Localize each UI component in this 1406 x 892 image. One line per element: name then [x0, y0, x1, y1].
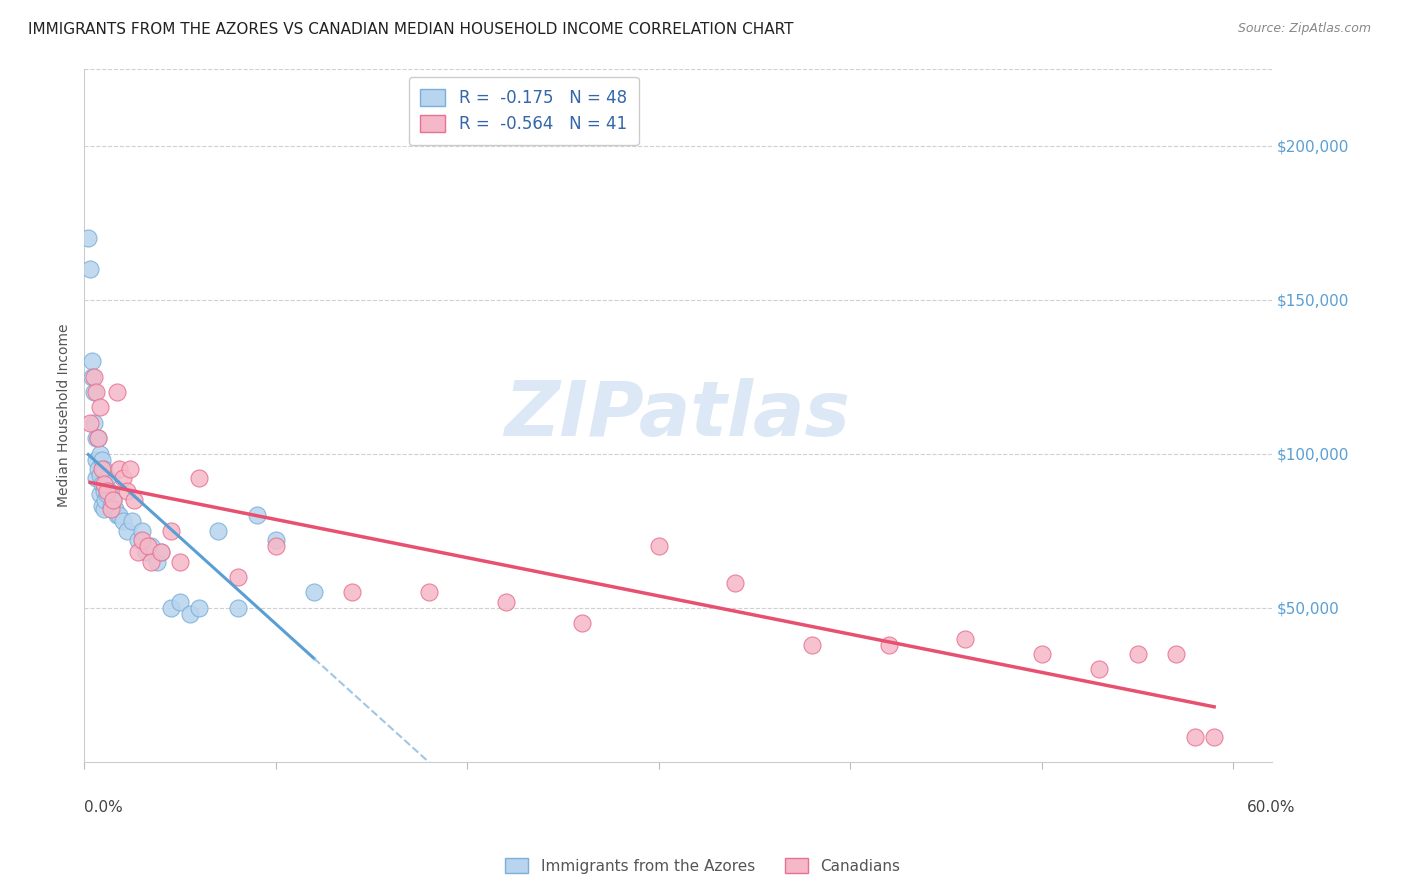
Point	[1164, 647, 1187, 661]
Point	[877, 638, 900, 652]
Point	[100, 502, 122, 516]
Point	[131, 533, 153, 547]
Point	[1031, 647, 1053, 661]
Y-axis label: Median Household Income: Median Household Income	[58, 324, 72, 507]
Point	[87, 431, 110, 445]
Point	[342, 585, 364, 599]
Point	[96, 483, 118, 498]
Point	[89, 401, 111, 415]
Point	[226, 600, 249, 615]
Point	[108, 508, 131, 523]
Point	[115, 524, 138, 538]
Point	[111, 471, 134, 485]
Point	[207, 524, 229, 538]
Point	[80, 369, 103, 384]
Point	[79, 261, 101, 276]
Point	[96, 486, 118, 500]
Point	[801, 638, 824, 652]
Point	[90, 477, 112, 491]
Point	[146, 554, 169, 568]
Point	[127, 533, 149, 547]
Point	[101, 492, 124, 507]
Point	[105, 508, 128, 523]
Point	[159, 600, 181, 615]
Text: 60.0%: 60.0%	[1247, 800, 1295, 815]
Text: ZIPatlas: ZIPatlas	[505, 378, 851, 452]
Point	[246, 508, 269, 523]
Point	[1204, 730, 1226, 744]
Point	[79, 416, 101, 430]
Point	[83, 385, 105, 400]
Point	[495, 594, 517, 608]
Point	[264, 539, 287, 553]
Text: IMMIGRANTS FROM THE AZORES VS CANADIAN MEDIAN HOUSEHOLD INCOME CORRELATION CHART: IMMIGRANTS FROM THE AZORES VS CANADIAN M…	[28, 22, 793, 37]
Point	[188, 471, 211, 485]
Point	[141, 539, 163, 553]
Point	[89, 468, 111, 483]
Text: Source: ZipAtlas.com: Source: ZipAtlas.com	[1237, 22, 1371, 36]
Point	[98, 483, 121, 498]
Point	[169, 594, 191, 608]
Point	[149, 545, 172, 559]
Point	[108, 462, 131, 476]
Point	[226, 570, 249, 584]
Point	[93, 477, 115, 491]
Point	[84, 471, 107, 485]
Text: 0.0%: 0.0%	[84, 800, 124, 815]
Point	[571, 616, 593, 631]
Point	[1126, 647, 1149, 661]
Point	[93, 502, 115, 516]
Point	[302, 585, 325, 599]
Point	[104, 502, 127, 516]
Point	[149, 545, 172, 559]
Point	[80, 354, 103, 368]
Point	[100, 499, 122, 513]
Point	[93, 462, 115, 476]
Point	[77, 231, 100, 245]
Point	[87, 462, 110, 476]
Point	[96, 471, 118, 485]
Point	[648, 539, 671, 553]
Point	[83, 416, 105, 430]
Point	[127, 545, 149, 559]
Point	[141, 554, 163, 568]
Point	[89, 486, 111, 500]
Point	[90, 462, 112, 476]
Point	[724, 576, 747, 591]
Point	[101, 492, 124, 507]
Point	[87, 431, 110, 445]
Point	[1184, 730, 1206, 744]
Point	[105, 385, 128, 400]
Point	[1088, 662, 1111, 676]
Point	[84, 385, 107, 400]
Point	[94, 492, 117, 507]
Point	[84, 431, 107, 445]
Point	[169, 554, 191, 568]
Legend: Immigrants from the Azores, Canadians: Immigrants from the Azores, Canadians	[499, 852, 907, 880]
Point	[93, 483, 115, 498]
Point	[179, 607, 201, 621]
Point	[90, 499, 112, 513]
Point	[90, 453, 112, 467]
Point	[264, 533, 287, 547]
Point	[121, 515, 143, 529]
Point	[135, 545, 157, 559]
Point	[136, 539, 159, 553]
Point	[953, 632, 976, 646]
Point	[94, 477, 117, 491]
Point	[120, 462, 142, 476]
Point	[84, 453, 107, 467]
Point	[131, 524, 153, 538]
Legend: R =  -0.175   N = 48, R =  -0.564   N = 41: R = -0.175 N = 48, R = -0.564 N = 41	[409, 77, 638, 145]
Point	[111, 515, 134, 529]
Point	[122, 492, 145, 507]
Point	[89, 447, 111, 461]
Point	[159, 524, 181, 538]
Point	[115, 483, 138, 498]
Point	[418, 585, 440, 599]
Point	[188, 600, 211, 615]
Point	[83, 369, 105, 384]
